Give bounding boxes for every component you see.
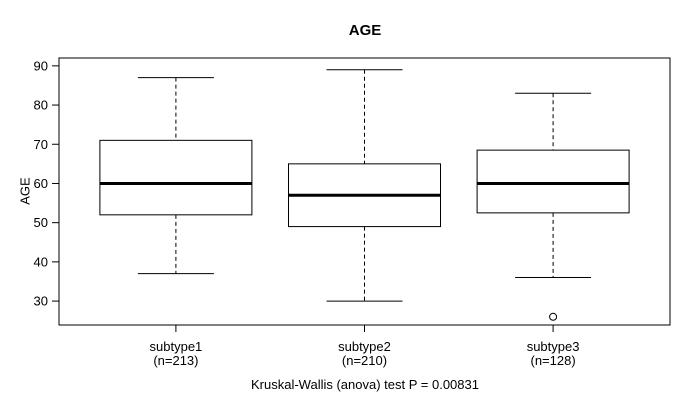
group-count-label: (n=128) — [531, 353, 576, 368]
group-label: subtype3 — [527, 339, 580, 354]
chart-title: AGE — [348, 22, 382, 39]
group-count-label: (n=213) — [153, 353, 198, 368]
y-axis-tick-label: 80 — [34, 98, 48, 113]
iqr-box — [99, 139, 253, 216]
y-axis-tick-label: 40 — [34, 254, 48, 269]
group-label: subtype2 — [338, 339, 391, 354]
outlier-point — [549, 312, 558, 321]
y-axis-tick-label: 60 — [34, 176, 48, 191]
group-count-label: (n=210) — [342, 353, 387, 368]
kruskal-wallis-annotation: Kruskal-Wallis (anova) test P = 0.00831 — [251, 377, 479, 392]
y-axis-tick-label: 50 — [34, 215, 48, 230]
iqr-box — [476, 149, 630, 214]
y-axis-tick-label: 90 — [34, 58, 48, 73]
group-label: subtype1 — [150, 339, 203, 354]
y-axis-tick-label: 70 — [34, 137, 48, 152]
y-axis-tick-label: 30 — [34, 294, 48, 309]
